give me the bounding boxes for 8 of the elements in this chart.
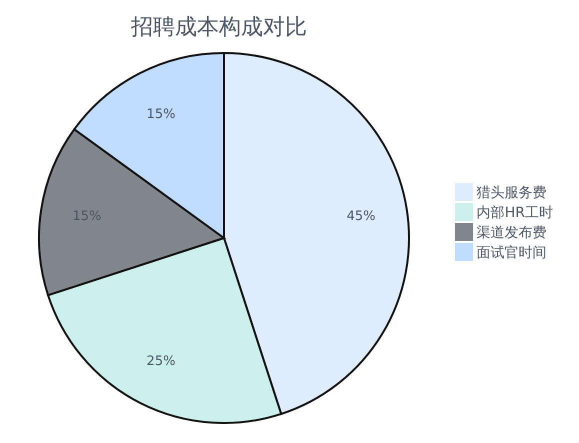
legend-label: 面试官时间 <box>476 244 547 260</box>
legend-label: 渠道发布费 <box>476 224 547 240</box>
data-label: 15% <box>146 106 176 122</box>
legend-label: 猎头服务费 <box>476 184 547 200</box>
data-label: 45% <box>346 208 376 224</box>
legend-label: 内部HR工时 <box>476 204 553 220</box>
data-label: 25% <box>146 354 176 370</box>
chart-title: 招聘成本构成对比 <box>130 14 308 42</box>
